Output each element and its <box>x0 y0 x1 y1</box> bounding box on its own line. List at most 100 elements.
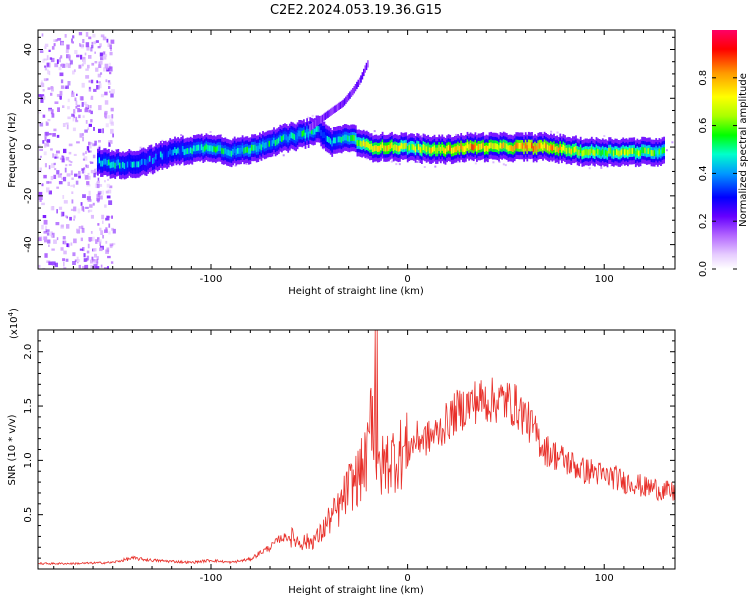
noise-speckle <box>92 202 95 206</box>
spectrogram-cell <box>450 147 453 154</box>
noise-speckle <box>68 151 72 155</box>
noise-speckle <box>77 108 80 113</box>
noise-speckle <box>53 174 57 179</box>
noise-speckle <box>46 62 51 68</box>
y-tick-label: -20 <box>23 188 34 204</box>
noise-speckle <box>245 162 248 165</box>
noise-speckle <box>50 57 55 63</box>
spectrogram-cell <box>328 109 331 117</box>
spectrogram-cell <box>447 144 450 151</box>
noise-speckle <box>85 107 88 110</box>
spectrogram-cell <box>600 150 603 157</box>
spectrogram-heatmap <box>38 32 674 269</box>
snr-y-axis-label: SNR (10 * v/v) <box>7 414 18 485</box>
spectrogram-cell <box>293 134 296 140</box>
spectrogram-cell <box>156 155 159 161</box>
spectrogram-cell <box>611 149 614 156</box>
spectrogram-cell <box>301 130 304 137</box>
spectrogram-cell <box>634 150 637 157</box>
spectrogram-cell <box>633 147 636 154</box>
spectrogram-cell <box>526 145 529 151</box>
spectrogram-cell <box>358 77 361 85</box>
spectrogram-cell <box>298 130 301 137</box>
spectrogram-cell <box>194 145 197 152</box>
noise-speckle <box>80 237 83 242</box>
noise-speckle <box>90 110 93 115</box>
noise-speckle <box>43 236 48 241</box>
noise-speckle <box>311 114 314 117</box>
noise-speckle <box>42 140 45 144</box>
noise-speckle <box>60 247 64 251</box>
spectrogram-cell <box>570 148 573 155</box>
noise-speckle <box>58 206 63 210</box>
spectrogram-cell <box>354 84 357 92</box>
noise-speckle <box>97 81 101 84</box>
snr-y-ticks: 0.5 1.0 1.5 2.0 <box>23 340 675 559</box>
noise-speckle <box>69 216 72 221</box>
spectrogram-cell <box>358 140 360 146</box>
spectrogram-cell <box>617 150 620 157</box>
spectrogram-cell <box>518 143 521 149</box>
spectrogram-cell <box>531 142 533 149</box>
spectrogram-cell <box>361 72 364 80</box>
noise-speckle <box>73 238 77 244</box>
noise-speckle <box>63 261 65 267</box>
spectrogram-cell <box>661 147 664 154</box>
spectrogram-cell <box>573 146 576 153</box>
colorbar-ticks: 0.0 0.2 0.4 0.6 0.8 <box>698 70 737 277</box>
noise-speckle <box>79 43 81 47</box>
noise-speckle <box>209 131 212 133</box>
noise-speckle <box>88 190 91 196</box>
noise-speckle <box>65 62 68 68</box>
spectrogram-cell <box>505 143 508 150</box>
noise-speckle <box>71 199 74 204</box>
spectrogram-cell <box>336 103 339 111</box>
noise-speckle <box>90 95 94 100</box>
noise-speckle <box>81 206 84 211</box>
noise-speckle <box>109 245 113 249</box>
spectrogram-cell <box>321 114 324 122</box>
noise-speckle <box>82 136 84 142</box>
spectrogram-cell <box>354 135 357 142</box>
spectrogram-cell <box>248 148 250 155</box>
spectrogram-cell <box>477 144 480 150</box>
spectrogram-cell <box>553 144 555 151</box>
spectrogram-cell <box>535 146 538 152</box>
noise-speckle <box>80 43 84 49</box>
spectrogram-cell <box>158 153 161 160</box>
spectrogram-cell <box>408 144 411 151</box>
noise-speckle <box>71 41 74 44</box>
spectrogram-cell <box>142 157 145 164</box>
spectrogram-cell <box>383 145 385 152</box>
noise-speckle <box>63 148 67 154</box>
noise-speckle <box>62 63 66 68</box>
noise-speckle <box>70 170 73 176</box>
spectrogram-cell <box>265 142 268 149</box>
noise-speckle <box>73 153 77 156</box>
noise-speckle <box>94 253 97 258</box>
noise-speckle <box>62 211 65 217</box>
spectrogram-cell <box>259 143 261 149</box>
spectrogram-cell <box>623 149 626 156</box>
noise-speckle <box>556 131 559 134</box>
spectrogram-cell <box>325 111 328 119</box>
noise-speckle <box>100 93 104 98</box>
spectrogram-cell <box>417 144 420 151</box>
spectrogram-cell <box>318 116 321 124</box>
noise-speckle <box>105 123 109 128</box>
noise-speckle <box>62 236 66 240</box>
noise-speckle <box>71 92 75 97</box>
noise-speckle <box>76 141 80 144</box>
noise-speckle <box>102 55 107 60</box>
spectrogram-cell <box>309 123 311 132</box>
noise-speckle <box>108 62 111 67</box>
spectrogram-cell <box>509 145 511 151</box>
noise-speckle <box>56 170 60 175</box>
noise-speckle <box>61 42 64 45</box>
spectrogram-cell <box>288 134 291 141</box>
noise-speckle <box>96 184 100 189</box>
spectrogram-cell <box>501 143 503 150</box>
spectrogram-cell <box>472 144 475 151</box>
noise-speckle <box>59 57 61 63</box>
noise-speckle <box>86 46 90 51</box>
